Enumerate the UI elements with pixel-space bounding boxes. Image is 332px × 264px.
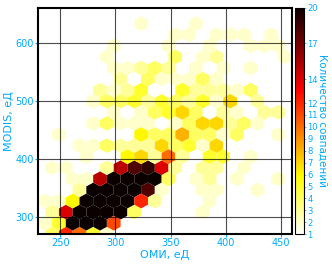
Y-axis label: MODIS, еД: MODIS, еД <box>4 91 14 151</box>
Y-axis label: Количество совпадений: Количество совпадений <box>317 54 327 187</box>
X-axis label: ОМИ, еД: ОМИ, еД <box>140 250 190 260</box>
